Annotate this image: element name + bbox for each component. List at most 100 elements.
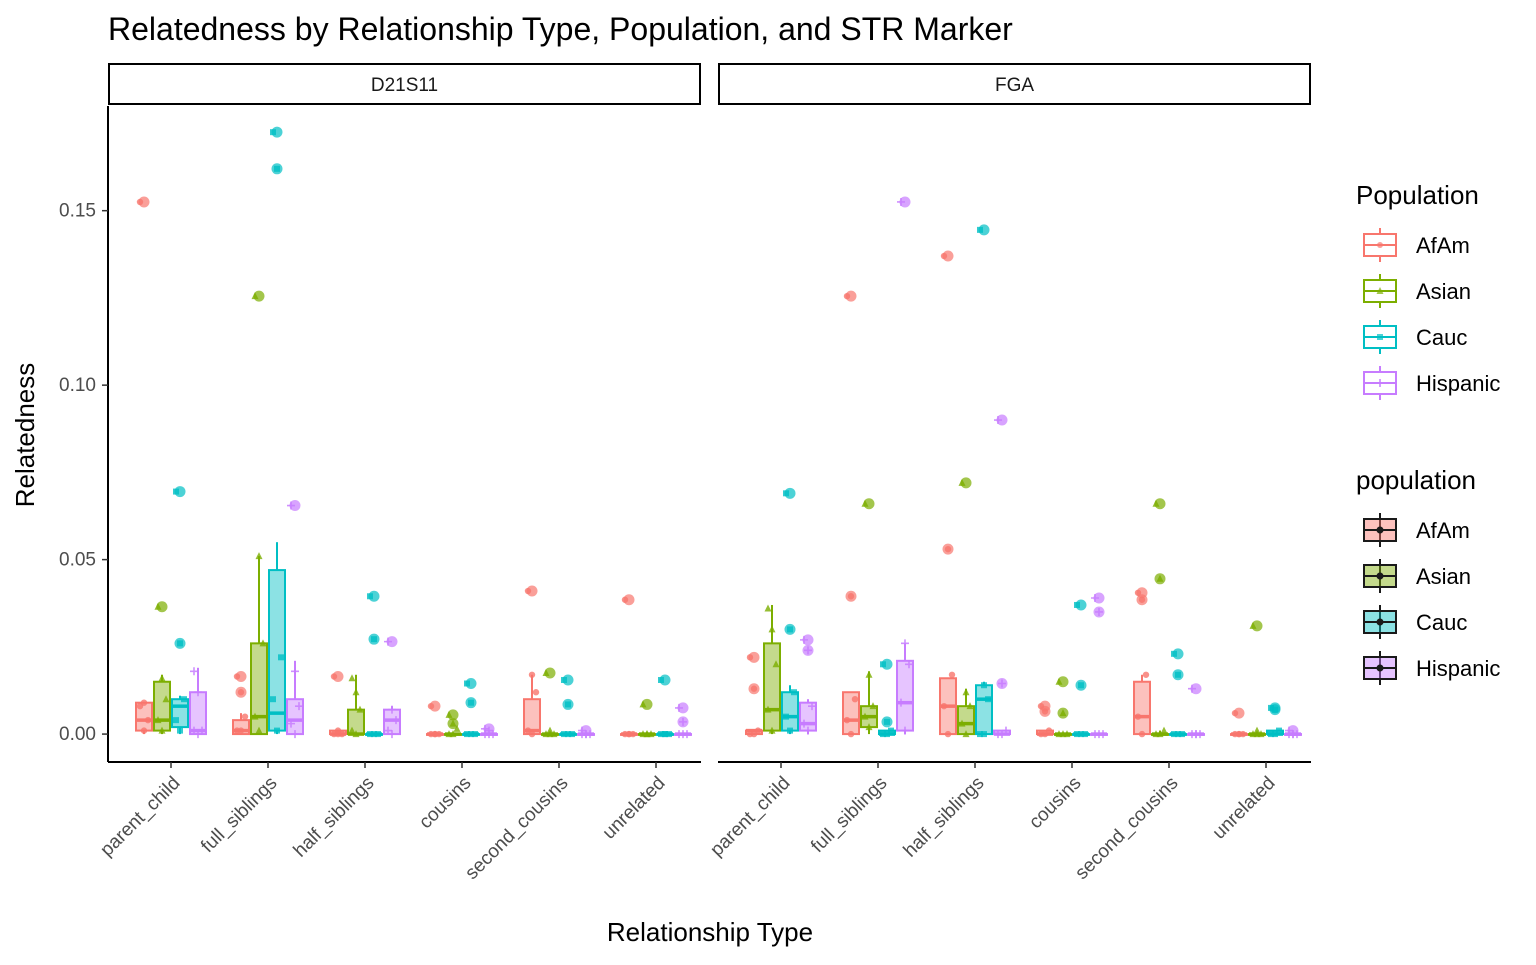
data-point	[528, 730, 536, 738]
data-point	[194, 730, 202, 739]
data-point	[962, 730, 970, 738]
outlier-point	[784, 623, 796, 635]
data-point	[237, 727, 245, 734]
outlier-point	[465, 677, 477, 689]
facet-panel-fga: FGA parent_child full_siblings half_sibling…	[706, 63, 1311, 884]
data-point	[194, 688, 202, 697]
box-group-full-siblings-hispanic	[896, 196, 914, 735]
data-point	[388, 730, 396, 739]
data-point	[181, 696, 187, 703]
facet-strip-label: FGA	[995, 75, 1034, 96]
box-iqr	[763, 642, 781, 732]
data-point	[1059, 730, 1067, 738]
outlier-point	[1093, 606, 1105, 618]
outlier-point	[899, 196, 911, 208]
data-point	[532, 689, 540, 696]
x-tick-label: parent_child	[96, 773, 184, 861]
outlier-point	[368, 590, 380, 602]
data-point	[847, 730, 855, 738]
legend-key-cauc: Cauc	[1363, 320, 1467, 354]
data-point	[1095, 730, 1103, 739]
data-point	[851, 695, 859, 703]
data-point	[787, 727, 793, 734]
box-group-cousins-cauc	[462, 677, 480, 738]
data-point	[1156, 730, 1164, 738]
outlier-point	[881, 716, 893, 728]
box-iqr	[250, 642, 268, 736]
data-point	[958, 719, 966, 727]
outlier-point	[881, 658, 893, 670]
outlier-point	[526, 585, 538, 597]
data-point	[977, 731, 983, 738]
outlier-point	[802, 644, 814, 656]
data-point	[791, 689, 797, 696]
outlier-point	[659, 674, 671, 686]
legend-label: Hispanic	[1416, 371, 1500, 396]
outlier-point	[253, 290, 265, 302]
y-tick-label: 0.15	[59, 201, 96, 222]
box-group-cousins-afam	[426, 700, 444, 738]
legend-label: Asian	[1416, 279, 1471, 304]
box-group-half-siblings-cauc	[975, 224, 993, 738]
outlier-point	[748, 651, 760, 663]
facet-strip	[718, 63, 1311, 105]
data-point	[884, 731, 890, 738]
data-point	[173, 717, 179, 724]
data-point	[1272, 731, 1278, 738]
data-point	[348, 726, 356, 734]
data-point	[1041, 730, 1049, 738]
outlier-point	[677, 702, 689, 714]
data-point	[783, 713, 789, 720]
box-group-parent-child-afam	[135, 196, 153, 735]
outlier-point	[368, 633, 380, 645]
data-point	[384, 726, 392, 735]
box-iqr	[896, 659, 914, 732]
legend-key-cauc: Cauc	[1363, 605, 1467, 639]
legend-key-point	[1376, 664, 1384, 672]
outlier-point	[1136, 594, 1148, 606]
box-group-unrelated-asian	[638, 698, 656, 738]
legend-label: AfAm	[1416, 233, 1470, 258]
data-point	[367, 731, 373, 738]
chart-title: Relatedness by Relationship Type, Popula…	[108, 11, 1013, 47]
outlier-point	[1269, 704, 1281, 716]
legend-label: Hispanic	[1416, 656, 1500, 681]
x-tick-label: cousins	[415, 773, 475, 833]
data-point	[1074, 731, 1080, 738]
legend-key-hispanic: Hispanic	[1363, 651, 1500, 685]
data-point	[843, 716, 851, 724]
data-point	[1253, 730, 1261, 738]
outlier-point	[996, 414, 1008, 426]
data-point	[800, 719, 808, 728]
data-point	[291, 730, 299, 739]
data-point	[998, 730, 1006, 739]
data-point	[1002, 726, 1010, 735]
legend-title: population	[1356, 465, 1476, 495]
y-axis-label: Relatedness	[10, 363, 40, 508]
legend-label: Cauc	[1416, 325, 1467, 350]
data-point	[679, 730, 687, 739]
outlier-point	[1075, 599, 1087, 611]
data-point	[865, 723, 873, 731]
box-group-cousins-asian	[444, 709, 462, 738]
legend-key-point	[1376, 618, 1384, 626]
box-group-unrelated-hispanic	[674, 702, 692, 739]
data-point	[865, 670, 873, 678]
box-group-half-siblings-asian	[347, 674, 365, 738]
data-point	[464, 731, 470, 738]
box-iqr	[1133, 680, 1151, 736]
outlier-point	[1172, 648, 1184, 660]
box-group-full-siblings-cauc	[878, 658, 896, 738]
data-point	[334, 730, 342, 738]
box-group-second-cousins-cauc	[1169, 648, 1187, 738]
outlier-point	[562, 674, 574, 686]
box-group-full-siblings-asian	[860, 498, 878, 735]
data-point	[352, 688, 360, 696]
outlier-point	[1154, 498, 1166, 510]
box-group-unrelated-hispanic	[1284, 725, 1302, 739]
outlier-point	[1233, 707, 1245, 719]
outlier-point	[289, 500, 301, 512]
data-point	[1134, 713, 1142, 720]
